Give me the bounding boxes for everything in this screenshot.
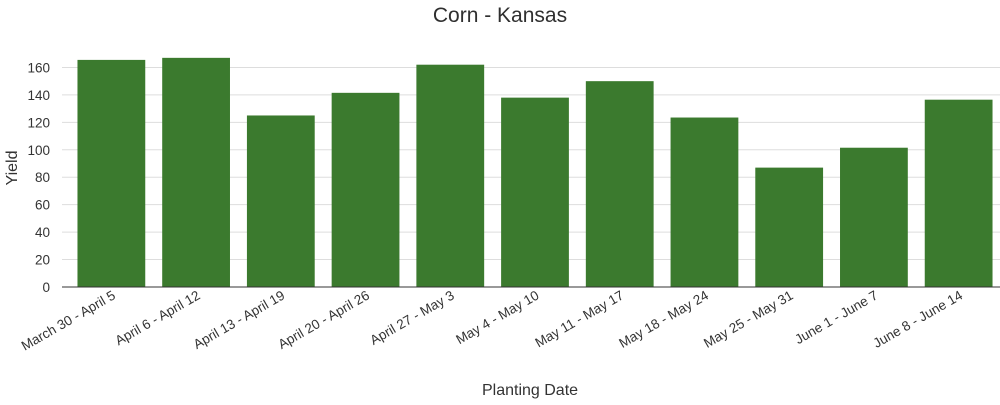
- y-tick-labels: 0 20 40 60 80 100 120 140 160: [27, 60, 50, 295]
- bars: [77, 57, 993, 288]
- bar[interactable]: [501, 97, 569, 287]
- bar[interactable]: [162, 57, 230, 287]
- x-tick-label: May 18 - May 24: [616, 287, 711, 351]
- y-tick-label: 160: [27, 60, 50, 75]
- y-tick-label: 120: [27, 115, 50, 130]
- bar[interactable]: [924, 99, 993, 287]
- y-tick-label: 0: [42, 280, 50, 295]
- y-tick-label: 100: [27, 143, 50, 158]
- y-axis-title: Yield: [4, 151, 21, 186]
- y-tick-label: 60: [35, 198, 50, 213]
- x-tick-label: June 8 - June 14: [871, 287, 966, 351]
- bar[interactable]: [77, 59, 146, 288]
- bar[interactable]: [755, 167, 824, 287]
- y-tick-label: 40: [35, 225, 50, 240]
- bar[interactable]: [585, 81, 654, 288]
- x-tick-label: March 30 - April 5: [19, 288, 118, 354]
- y-tick-label: 140: [27, 88, 50, 103]
- x-tick-label: April 6 - April 12: [113, 288, 203, 349]
- chart-title: Corn - Kansas: [433, 4, 567, 27]
- x-tick-label: April 20 - April 26: [276, 288, 373, 352]
- x-tick-label: May 4 - May 10: [453, 288, 541, 348]
- x-tick-label: May 11 - May 17: [533, 288, 627, 351]
- x-tick-label: May 25 - May 31: [701, 288, 796, 351]
- bar[interactable]: [416, 64, 485, 287]
- bar[interactable]: [670, 117, 739, 288]
- y-tick-label: 80: [35, 170, 50, 185]
- x-axis-title: Planting Date: [482, 382, 578, 399]
- y-tick-label: 20: [35, 253, 50, 268]
- bar[interactable]: [331, 92, 400, 287]
- x-tick-label: April 27 - May 3: [367, 288, 456, 348]
- bar[interactable]: [840, 147, 908, 287]
- x-tick-label: June 1 - June 7: [792, 288, 880, 348]
- x-tick-label: April 13 - April 19: [191, 288, 288, 352]
- bar[interactable]: [246, 115, 315, 287]
